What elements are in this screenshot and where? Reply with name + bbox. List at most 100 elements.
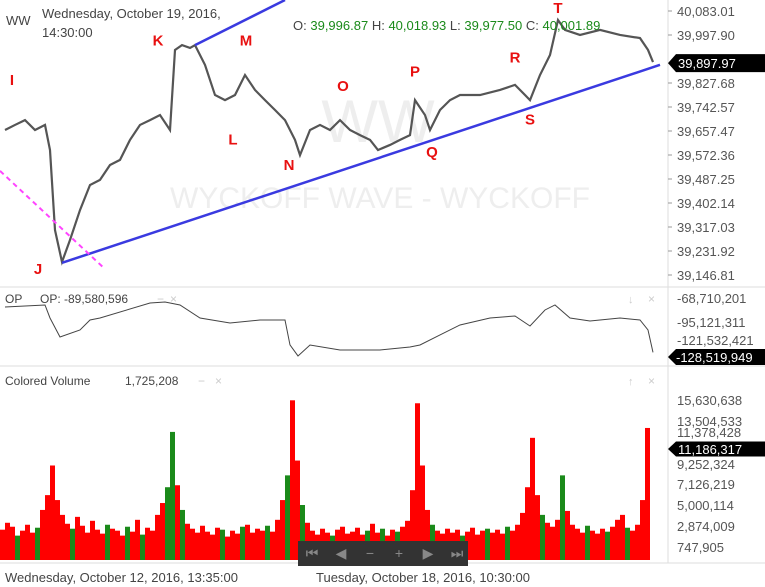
wave-label-P: P xyxy=(410,64,420,81)
navigation-background xyxy=(298,541,468,566)
volume-last-marker xyxy=(668,441,765,457)
volume-bar xyxy=(205,531,210,560)
volume-bar xyxy=(485,528,490,560)
next-icon[interactable]: ▶ xyxy=(423,545,434,561)
op-y-tick-label: -121,532,421 xyxy=(677,333,754,348)
volume-minimize-button[interactable]: − xyxy=(198,374,205,388)
volume-bar xyxy=(275,519,280,560)
volume-bar xyxy=(140,534,145,560)
wave-label-T: T xyxy=(553,0,562,17)
x-label-2: Tuesday, October 18, 2016, 10:30:00 xyxy=(316,570,530,585)
volume-bar xyxy=(595,533,600,560)
volume-y-tick-label: 2,874,009 xyxy=(677,519,735,534)
volume-bar xyxy=(0,529,5,560)
last-price-label: 39,897.97 xyxy=(678,56,736,71)
navigation-bar: ⏮ ◀ − + ▶ ⏭ xyxy=(298,541,468,566)
volume-close-button[interactable]: × xyxy=(215,374,222,388)
volume-bar xyxy=(520,512,525,560)
volume-bar xyxy=(250,532,255,560)
op-remove-icon[interactable]: × xyxy=(648,292,655,306)
volume-remove-icon[interactable]: × xyxy=(648,374,655,388)
y-tick-label: 39,487.25 xyxy=(677,172,735,187)
y-tick-label: 39,657.47 xyxy=(677,124,735,139)
volume-bar xyxy=(535,495,540,560)
zoom-out-icon[interactable]: − xyxy=(366,545,374,561)
volume-bar xyxy=(515,524,520,560)
volume-bar xyxy=(45,495,50,560)
volume-bar xyxy=(110,528,115,560)
volume-bar xyxy=(220,529,225,560)
volume-bar xyxy=(495,529,500,560)
op-value: OP: -89,580,596 xyxy=(40,292,128,306)
volume-bar xyxy=(180,509,185,560)
op-close-button[interactable]: × xyxy=(170,292,177,306)
volume-bar xyxy=(115,530,120,560)
op-minimize-button[interactable]: − xyxy=(157,292,164,306)
volume-bar xyxy=(125,526,130,560)
prev-icon[interactable]: ◀ xyxy=(336,545,347,561)
volume-bar xyxy=(155,514,160,560)
wave-label-O: O xyxy=(337,78,349,95)
y-tick-label: 39,572.36 xyxy=(677,148,735,163)
volume-bar xyxy=(10,526,15,560)
volume-bar xyxy=(625,527,630,560)
y-tick-label: 39,742.57 xyxy=(677,100,735,115)
x-label-1: Wednesday, October 12, 2016, 13:35:00 xyxy=(5,570,238,585)
wave-label-M: M xyxy=(240,33,253,50)
volume-bar xyxy=(55,500,60,560)
volume-bar xyxy=(560,475,565,560)
volume-bar xyxy=(40,509,45,560)
last-icon[interactable]: ⏭ xyxy=(451,545,464,561)
volume-title: Colored Volume xyxy=(5,374,91,388)
volume-bar xyxy=(215,527,220,560)
volume-bar xyxy=(475,534,480,560)
trendline xyxy=(61,63,661,265)
volume-bar xyxy=(630,530,635,560)
ohlc: O: 39,996.87 H: 40,018.93 L: 39,977.50 C… xyxy=(293,18,600,33)
wave-label-N: N xyxy=(284,157,295,174)
header-time: 14:30:00 xyxy=(42,25,93,40)
volume-bar xyxy=(270,531,275,560)
volume-bar xyxy=(145,527,150,560)
volume-bar xyxy=(100,533,105,560)
y-tick-label: 39,827.68 xyxy=(677,76,735,91)
volume-y-tick-label: 13,504,533 xyxy=(677,414,742,429)
volume-bar xyxy=(20,530,25,560)
y-tick-label: 39,402.14 xyxy=(677,196,735,211)
zoom-in-icon[interactable]: + xyxy=(395,545,403,561)
volume-bar xyxy=(65,523,70,560)
volume-bar xyxy=(295,460,300,560)
dashed-line xyxy=(0,170,106,270)
volume-bar xyxy=(70,528,75,560)
op-line xyxy=(4,301,654,357)
volume-bar xyxy=(35,527,40,560)
volume-bar xyxy=(175,485,180,560)
volume-bar xyxy=(525,487,530,560)
volume-bar xyxy=(415,403,420,560)
volume-bar xyxy=(190,528,195,560)
volume-bar xyxy=(490,532,495,560)
volume-bar xyxy=(620,514,625,560)
volume-bar xyxy=(605,531,610,560)
volume-bar xyxy=(75,516,80,560)
volume-bar xyxy=(185,523,190,560)
volume-bar xyxy=(90,520,95,560)
volume-bar xyxy=(225,536,230,560)
volume-bar xyxy=(210,534,215,560)
volume-bar xyxy=(575,528,580,560)
volume-bar xyxy=(135,519,140,560)
volume-bar xyxy=(425,509,430,560)
volume-bar xyxy=(235,533,240,560)
volume-bar xyxy=(480,530,485,560)
volume-y-tick-label: 5,000,114 xyxy=(677,498,734,513)
op-y-tick-label: -95,121,311 xyxy=(677,315,745,330)
wave-label-L: L xyxy=(228,131,237,148)
price-line xyxy=(4,17,655,266)
y-tick-label: 40,083.01 xyxy=(677,4,735,19)
first-icon[interactable]: ⏮ xyxy=(306,545,319,561)
volume-bar xyxy=(160,503,165,560)
op-move-down-icon[interactable]: ↓ xyxy=(628,294,634,306)
volume-bar xyxy=(60,514,65,560)
volume-move-up-icon[interactable]: ↑ xyxy=(628,376,634,388)
